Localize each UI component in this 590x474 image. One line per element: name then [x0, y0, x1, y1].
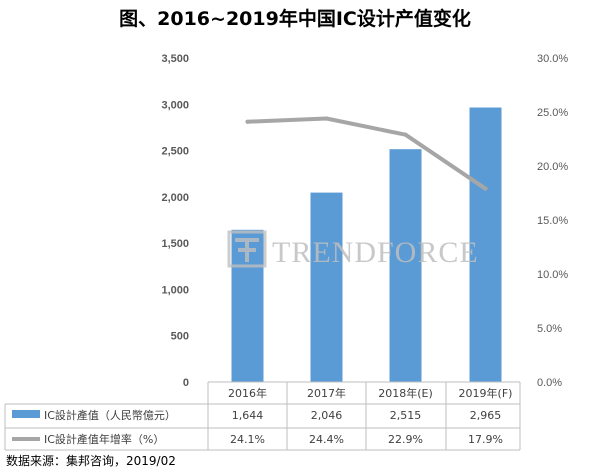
y2-axis-tick-label: 20.0%: [537, 161, 568, 173]
data-label-bar: 1,644: [232, 409, 264, 422]
y2-axis-tick-label: 0.0%: [537, 377, 562, 389]
y2-axis-tick-label: 25.0%: [537, 107, 568, 119]
data-label-bar: 2,515: [390, 409, 422, 422]
x-axis-category-label: 2018年(E): [378, 386, 433, 400]
y2-axis-tick-label: 5.0%: [537, 323, 562, 335]
bar-2: [310, 192, 343, 382]
x-axis-category-label: 2019年(F): [459, 386, 513, 400]
legend-label-line: IC設計產值年增率（%）: [44, 432, 164, 446]
watermark-text: TRENDFORCE: [272, 236, 479, 269]
y2-axis-tick-label: 30.0%: [537, 53, 568, 65]
y-axis-tick-label: 2,500: [161, 146, 189, 158]
legend-label-bar: IC設計產值（人民幣億元）: [44, 408, 176, 422]
y-axis-tick-label: 2,000: [161, 192, 189, 204]
growth-rate-point-4: [483, 186, 488, 191]
x-axis-category-label: 2016年: [228, 386, 267, 400]
data-label-line: 24.1%: [230, 433, 265, 446]
legend-key-bar: [12, 410, 40, 418]
y-axis-tick-label: 3,000: [161, 99, 189, 111]
data-label-bar: 2,965: [470, 409, 502, 422]
growth-rate-line: [245, 116, 488, 191]
y2-axis-tick-label: 10.0%: [537, 269, 568, 281]
y-axis-tick-label: 1,000: [161, 284, 189, 296]
growth-rate-point-2: [324, 116, 329, 121]
source-note: 数据来源：集邦咨询，2019/02: [6, 454, 176, 468]
data-label-line: 22.9%: [388, 433, 423, 446]
data-label-line: 24.4%: [309, 433, 344, 446]
chart-title: 图、2016~2019年中国IC设计产值变化: [119, 8, 471, 30]
watermark-logo-icon: [227, 230, 267, 268]
x-axis-category-label: 2017年: [307, 386, 346, 400]
growth-rate-point-3: [403, 132, 408, 137]
y-axis-tick-label: 500: [171, 331, 189, 343]
data-label-line: 17.9%: [468, 433, 503, 446]
y-axis-tick-label: 1,500: [161, 238, 189, 250]
y-axis-tick-label: 0: [183, 377, 189, 389]
y-axis-tick-label: 3,500: [161, 53, 189, 65]
bar-3: [389, 149, 422, 382]
watermark-logo-glyph-icon: [235, 238, 259, 262]
bar-4: [469, 107, 502, 383]
y2-axis-tick-label: 15.0%: [537, 215, 568, 227]
data-label-bar: 2,046: [311, 409, 343, 422]
growth-rate-point-1: [245, 119, 250, 124]
